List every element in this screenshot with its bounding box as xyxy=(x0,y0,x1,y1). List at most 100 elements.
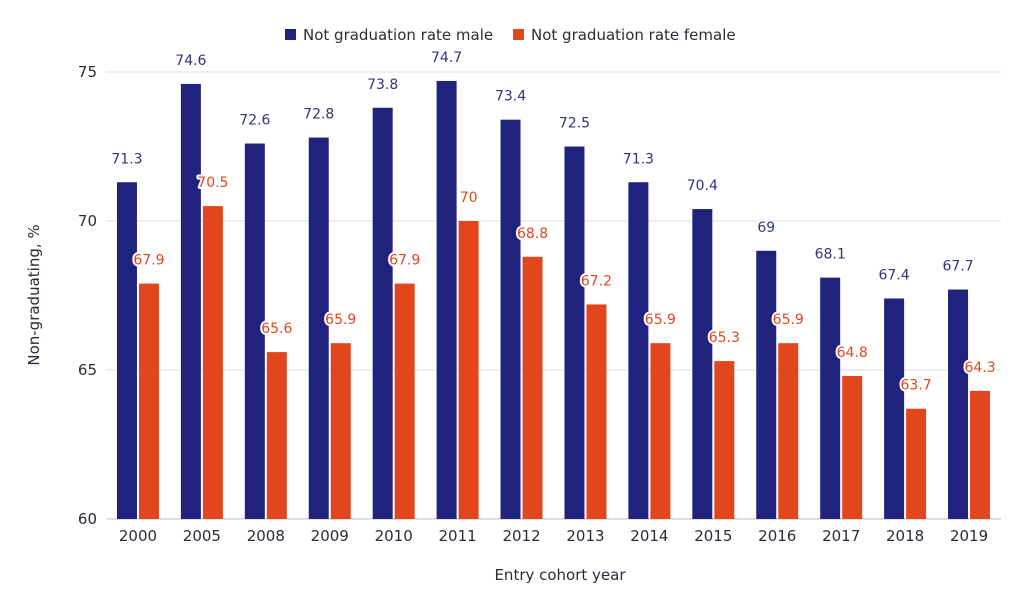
bar-female xyxy=(906,408,927,519)
legend-swatch-male xyxy=(285,29,296,40)
data-label-halo: 65.6 xyxy=(261,321,292,337)
data-label-halo: 65.9 xyxy=(773,312,804,328)
data-label-female: 64.3 xyxy=(964,360,995,376)
y-axis-title: Non-graduating, % xyxy=(25,224,43,365)
data-label-female: 68.8 xyxy=(517,226,548,242)
bar-female xyxy=(458,221,479,519)
bar-male xyxy=(884,298,905,519)
bar-male xyxy=(436,80,457,519)
legend-label-male: Not graduation rate male xyxy=(303,26,493,44)
bar-female xyxy=(650,343,671,519)
data-label-halo: 67.9 xyxy=(133,253,164,269)
data-label-male: 67.4 xyxy=(879,267,910,283)
data-label-male: 74.6 xyxy=(175,53,206,69)
bar-female xyxy=(138,283,159,519)
bar-male xyxy=(564,146,585,519)
x-tick-label: 2013 xyxy=(566,527,604,545)
bar-male xyxy=(692,209,713,519)
bar-male xyxy=(372,107,393,519)
data-label-female: 65.6 xyxy=(261,321,292,337)
bar-male xyxy=(756,250,777,520)
x-axis-title: Entry cohort year xyxy=(494,566,626,584)
data-label-male: 72.6 xyxy=(239,113,270,129)
x-axis: 2000 2005 2008 2009 2010 2011 2012 2013 2014 2015… xyxy=(119,527,988,545)
bar-female xyxy=(330,343,351,519)
x-tick-label: 2018 xyxy=(886,527,924,545)
data-label-male: 67.7 xyxy=(942,259,973,275)
data-label-female: 70.5 xyxy=(197,175,228,191)
data-label-female: 70 xyxy=(460,190,478,206)
data-label-halo: 67.2 xyxy=(581,273,612,289)
x-tick-label: 2010 xyxy=(375,527,413,545)
data-label-male: 71.3 xyxy=(623,151,654,167)
bar-male xyxy=(180,83,201,520)
bar-female xyxy=(778,343,799,519)
x-tick-label: 2005 xyxy=(183,527,221,545)
bar-female xyxy=(394,283,415,519)
data-label-male: 69 xyxy=(757,220,775,236)
bar-female xyxy=(970,390,991,519)
x-tick-label: 2009 xyxy=(311,527,349,545)
y-tick-label: 75 xyxy=(78,63,97,81)
data-label-female: 64.8 xyxy=(837,345,868,361)
data-label-male: 74.7 xyxy=(431,50,462,66)
data-label-halo: 67.9 xyxy=(389,253,420,269)
data-label-female: 67.9 xyxy=(389,253,420,269)
legend: Not graduation rate male Not graduation … xyxy=(285,26,736,44)
data-label-female: 65.3 xyxy=(709,330,740,346)
data-label-halo: 64.3 xyxy=(964,360,995,376)
data-label-halo: 65.9 xyxy=(325,312,356,328)
data-label-halo: 65.9 xyxy=(645,312,676,328)
data-label-female: 65.9 xyxy=(325,312,356,328)
bar-female xyxy=(522,256,543,519)
bar-male xyxy=(628,182,649,519)
x-tick-label: 2016 xyxy=(758,527,796,545)
y-tick-label: 60 xyxy=(78,510,97,528)
data-label-female: 65.9 xyxy=(645,312,676,328)
x-tick-label: 2012 xyxy=(502,527,540,545)
bar-male xyxy=(820,277,841,519)
gridlines xyxy=(106,71,1001,520)
bar-male xyxy=(500,119,521,520)
bar-female xyxy=(714,361,735,519)
x-tick-label: 2000 xyxy=(119,527,157,545)
y-tick-label: 70 xyxy=(78,212,97,230)
bar-female xyxy=(266,352,287,519)
data-label-halo: 64.8 xyxy=(837,345,868,361)
data-label-halo: 63.7 xyxy=(901,378,932,394)
data-label-male: 73.4 xyxy=(495,89,526,105)
bar-female xyxy=(202,206,223,519)
bar-female xyxy=(842,375,863,519)
data-label-female: 67.2 xyxy=(581,273,612,289)
x-tick-label: 2008 xyxy=(247,527,285,545)
y-tick-label: 65 xyxy=(78,361,97,379)
bar-female xyxy=(586,304,607,519)
x-tick-label: 2019 xyxy=(950,527,988,545)
bar-male xyxy=(308,137,329,519)
data-label-halo: 70 xyxy=(460,190,478,206)
data-label-female: 67.9 xyxy=(133,253,164,269)
data-label-male: 72.8 xyxy=(303,107,334,123)
bar-male xyxy=(116,182,137,519)
bar-male xyxy=(948,289,969,519)
data-label-male: 72.5 xyxy=(559,116,590,132)
x-tick-label: 2017 xyxy=(822,527,860,545)
bars xyxy=(116,80,991,520)
data-label-halo: 70.5 xyxy=(197,175,228,191)
data-label-female: 65.9 xyxy=(773,312,804,328)
bar-male xyxy=(244,143,265,519)
x-tick-label: 2015 xyxy=(694,527,732,545)
legend-swatch-female xyxy=(513,29,524,40)
data-labels: 71.367.967.974.670.570.572.665.665.672.8… xyxy=(111,50,997,396)
data-label-male: 70.4 xyxy=(687,178,718,194)
data-label-male: 68.1 xyxy=(815,247,846,263)
x-tick-label: 2014 xyxy=(630,527,668,545)
data-label-halo: 68.8 xyxy=(517,226,548,242)
x-tick-label: 2011 xyxy=(439,527,477,545)
y-axis: 60 65 70 75 xyxy=(78,63,97,528)
data-label-halo: 65.3 xyxy=(709,330,740,346)
legend-label-female: Not graduation rate female xyxy=(531,26,736,44)
data-label-male: 71.3 xyxy=(111,151,142,167)
